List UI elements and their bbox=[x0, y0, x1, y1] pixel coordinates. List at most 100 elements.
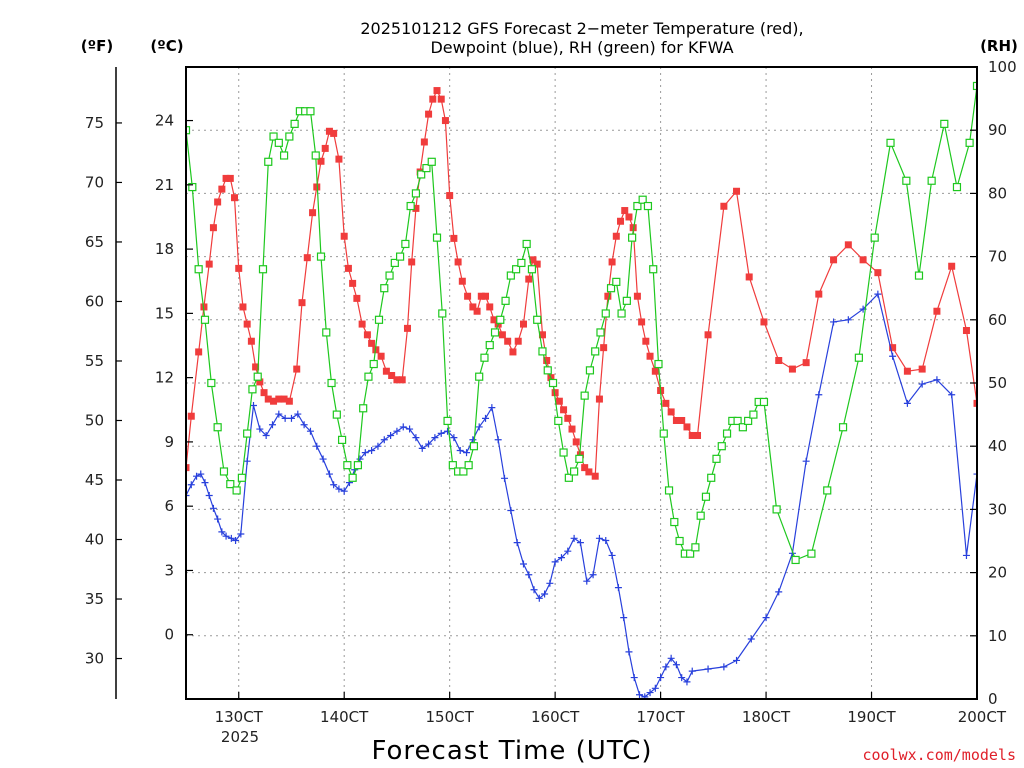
rh-point-101 bbox=[722, 429, 732, 438]
temperature-point-33 bbox=[340, 232, 348, 240]
dewpoint-point-104 bbox=[918, 380, 926, 388]
temperature-point-120 bbox=[830, 256, 838, 264]
rh-point-7 bbox=[226, 480, 235, 489]
rh-point-60 bbox=[506, 271, 515, 280]
dewpoint-point-14 bbox=[249, 401, 257, 409]
temperature-point-104 bbox=[662, 399, 670, 407]
dewpoint-point-90 bbox=[720, 663, 728, 671]
series-temperature bbox=[186, 87, 977, 480]
rh-point-82 bbox=[622, 296, 631, 305]
rh-point-70 bbox=[559, 448, 568, 457]
dewpoint-point-84 bbox=[667, 654, 675, 662]
temperature-point-23 bbox=[293, 365, 301, 373]
temperature-point-29 bbox=[321, 144, 329, 152]
rh-point-29 bbox=[343, 461, 352, 470]
dewpoint-point-0 bbox=[186, 491, 190, 499]
rh-point-46 bbox=[432, 233, 442, 242]
rh-point-37 bbox=[385, 271, 394, 280]
rh-point-125 bbox=[997, 266, 1004, 273]
rh-point-80 bbox=[612, 277, 621, 286]
dewpoint-point-58 bbox=[519, 560, 527, 568]
rh-point-6 bbox=[219, 467, 229, 476]
temperature-point-89 bbox=[595, 395, 603, 403]
rh-point-116 bbox=[886, 138, 895, 147]
rh-point-30 bbox=[348, 473, 357, 482]
dewpoint-point-54 bbox=[494, 436, 502, 444]
dewpoint-point-68 bbox=[576, 539, 584, 547]
dewpoint-point-73 bbox=[608, 551, 616, 559]
rh-point-62 bbox=[517, 258, 526, 268]
temperature-point-6 bbox=[214, 198, 222, 206]
temperature-point-107 bbox=[678, 416, 686, 424]
temperature-point-16 bbox=[256, 378, 264, 386]
rh-point-42 bbox=[411, 189, 421, 198]
dewpoint-point-15 bbox=[256, 425, 264, 433]
x-tick-label-6: 190CT bbox=[847, 708, 896, 726]
temperature-point-98 bbox=[633, 292, 641, 300]
rh-point-5 bbox=[213, 423, 222, 432]
rh-point-90 bbox=[664, 486, 674, 495]
fahrenheit-tick-label-4: 50 bbox=[85, 411, 104, 429]
dewpoint-point-61 bbox=[535, 594, 543, 602]
temperature-point-99 bbox=[638, 318, 646, 326]
celsius-tick-label-1: 3 bbox=[164, 561, 174, 579]
temperature-point-77 bbox=[543, 357, 551, 365]
dewpoint-point-105 bbox=[933, 376, 941, 384]
rh-unit-label: (RH) bbox=[980, 37, 1018, 55]
rh-point-39 bbox=[395, 252, 405, 261]
rh-point-4 bbox=[207, 378, 216, 388]
dewpoint-point-36 bbox=[380, 436, 388, 444]
rh-point-83 bbox=[628, 233, 637, 242]
temperature-point-115 bbox=[760, 318, 768, 326]
rh-point-119 bbox=[927, 176, 936, 185]
temperature-point-110 bbox=[694, 431, 702, 439]
dewpoint-point-85 bbox=[672, 661, 680, 669]
rh-point-79 bbox=[606, 284, 616, 293]
dewpoint-point-102 bbox=[889, 352, 897, 360]
rh-point-112 bbox=[823, 486, 832, 495]
rh-point-14 bbox=[264, 157, 273, 166]
dewpoint-point-6 bbox=[209, 504, 217, 512]
dewpoint-point-23 bbox=[306, 427, 314, 435]
rh-point-115 bbox=[870, 233, 879, 242]
rh-point-49 bbox=[448, 461, 457, 470]
rh-point-74 bbox=[580, 391, 589, 400]
dewpoint-point-34 bbox=[368, 446, 376, 454]
temperature-point-57 bbox=[450, 234, 458, 242]
temperature-point-56 bbox=[446, 192, 454, 200]
temperature-point-100 bbox=[642, 337, 650, 345]
temperature-point-91 bbox=[604, 292, 612, 300]
rh-point-34 bbox=[369, 359, 378, 369]
temperature-point-11 bbox=[235, 264, 243, 272]
temperature-point-36 bbox=[353, 294, 361, 302]
fahrenheit-tick-label-2: 40 bbox=[85, 531, 104, 549]
temperature-point-118 bbox=[802, 359, 810, 367]
rh-point-67 bbox=[543, 366, 552, 375]
temperature-point-121 bbox=[844, 241, 852, 249]
dewpoint-point-11 bbox=[232, 536, 240, 544]
temperature-point-7 bbox=[218, 185, 226, 193]
temperature-point-4 bbox=[205, 260, 213, 268]
dewpoint-point-82 bbox=[657, 674, 665, 682]
celsius-tick-label-3: 9 bbox=[164, 433, 174, 451]
temperature-point-15 bbox=[252, 363, 260, 371]
dewpoint-point-24 bbox=[313, 442, 321, 450]
dewpoint-point-46 bbox=[444, 427, 452, 435]
rh-tick-label-5: 50 bbox=[988, 374, 1007, 392]
temperature-point-81 bbox=[560, 406, 568, 414]
temperature-point-76 bbox=[538, 331, 546, 339]
fahrenheit-tick-label-5: 55 bbox=[85, 352, 104, 370]
dewpoint-point-43 bbox=[425, 440, 433, 448]
dewpoint-point-106 bbox=[948, 391, 956, 399]
rh-point-126 bbox=[1007, 443, 1014, 450]
grid-lines bbox=[186, 67, 977, 699]
rh-point-52 bbox=[464, 461, 473, 470]
rh-tick-label-2: 20 bbox=[988, 564, 1007, 582]
rh-point-1 bbox=[188, 182, 197, 192]
rh-point-117 bbox=[902, 176, 911, 185]
rh-point-36 bbox=[380, 284, 389, 293]
dewpoint-point-101 bbox=[874, 290, 882, 298]
dewpoint-point-10 bbox=[227, 534, 235, 542]
rh-point-53 bbox=[469, 442, 479, 451]
temperature-point-46 bbox=[403, 324, 411, 332]
